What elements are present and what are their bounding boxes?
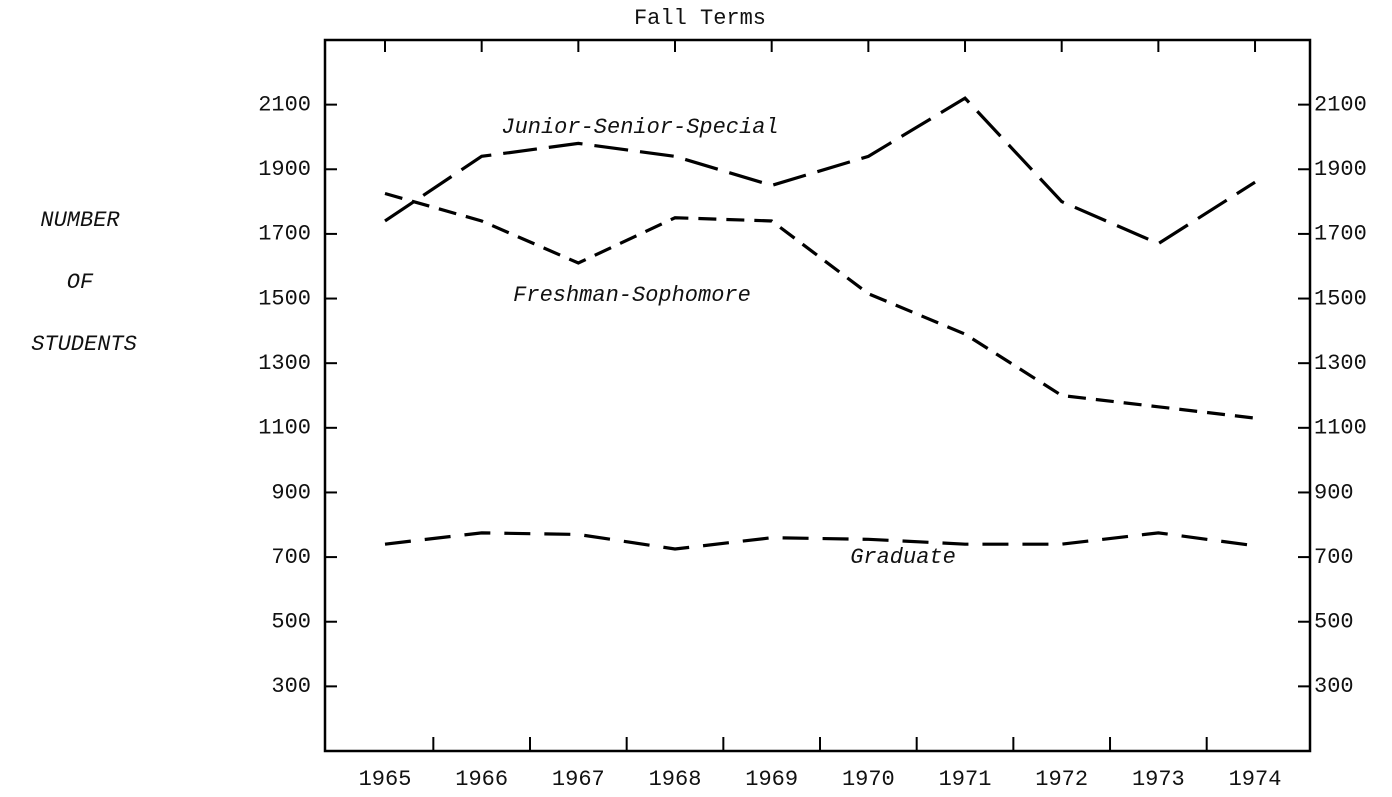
y-axis-label: STUDENTS xyxy=(31,332,137,357)
x-tick-label: 1970 xyxy=(842,767,895,792)
chart-title: Fall Terms xyxy=(634,6,766,31)
y2-tick-label: 300 xyxy=(1314,674,1354,699)
series-line xyxy=(384,191,1256,420)
y-tick-label: 1300 xyxy=(258,351,311,376)
x-tick-label: 1974 xyxy=(1229,767,1282,792)
y-tick-label: 1100 xyxy=(258,416,311,441)
y-axis-label: OF xyxy=(67,270,94,295)
y-axis-label: NUMBER xyxy=(40,208,120,233)
y2-tick-label: 2100 xyxy=(1314,92,1367,117)
y-tick-label: 1900 xyxy=(258,157,311,182)
x-tick-label: 1969 xyxy=(745,767,798,792)
x-tick-label: 1965 xyxy=(359,767,412,792)
y-tick-label: 1700 xyxy=(258,222,311,247)
y-tick-label: 900 xyxy=(271,480,311,505)
y-tick-label: 300 xyxy=(271,674,311,699)
x-tick-label: 1967 xyxy=(552,767,605,792)
series-label: Graduate xyxy=(850,545,956,570)
series-label: Freshman-Sophomore xyxy=(513,283,751,308)
y-tick-label: 1500 xyxy=(258,286,311,311)
series-line xyxy=(384,531,1256,551)
y2-tick-label: 1700 xyxy=(1314,222,1367,247)
x-tick-label: 1966 xyxy=(455,767,508,792)
x-tick-label: 1971 xyxy=(939,767,992,792)
x-tick-label: 1973 xyxy=(1132,767,1185,792)
y-tick-label: 2100 xyxy=(258,92,311,117)
plot-frame xyxy=(323,38,1312,753)
y2-tick-label: 1100 xyxy=(1314,416,1367,441)
series-label: Junior-Senior-Special xyxy=(501,115,778,140)
y2-tick-label: 1300 xyxy=(1314,351,1367,376)
y-tick-label: 500 xyxy=(271,610,311,635)
y2-tick-label: 1900 xyxy=(1314,157,1367,182)
y2-tick-label: 1500 xyxy=(1314,286,1367,311)
y2-tick-label: 700 xyxy=(1314,545,1354,570)
y2-tick-label: 900 xyxy=(1314,480,1354,505)
y2-tick-label: 500 xyxy=(1314,610,1354,635)
x-tick-label: 1968 xyxy=(649,767,702,792)
y-tick-label: 700 xyxy=(271,545,311,570)
x-tick-label: 1972 xyxy=(1035,767,1088,792)
series-line xyxy=(384,96,1256,246)
